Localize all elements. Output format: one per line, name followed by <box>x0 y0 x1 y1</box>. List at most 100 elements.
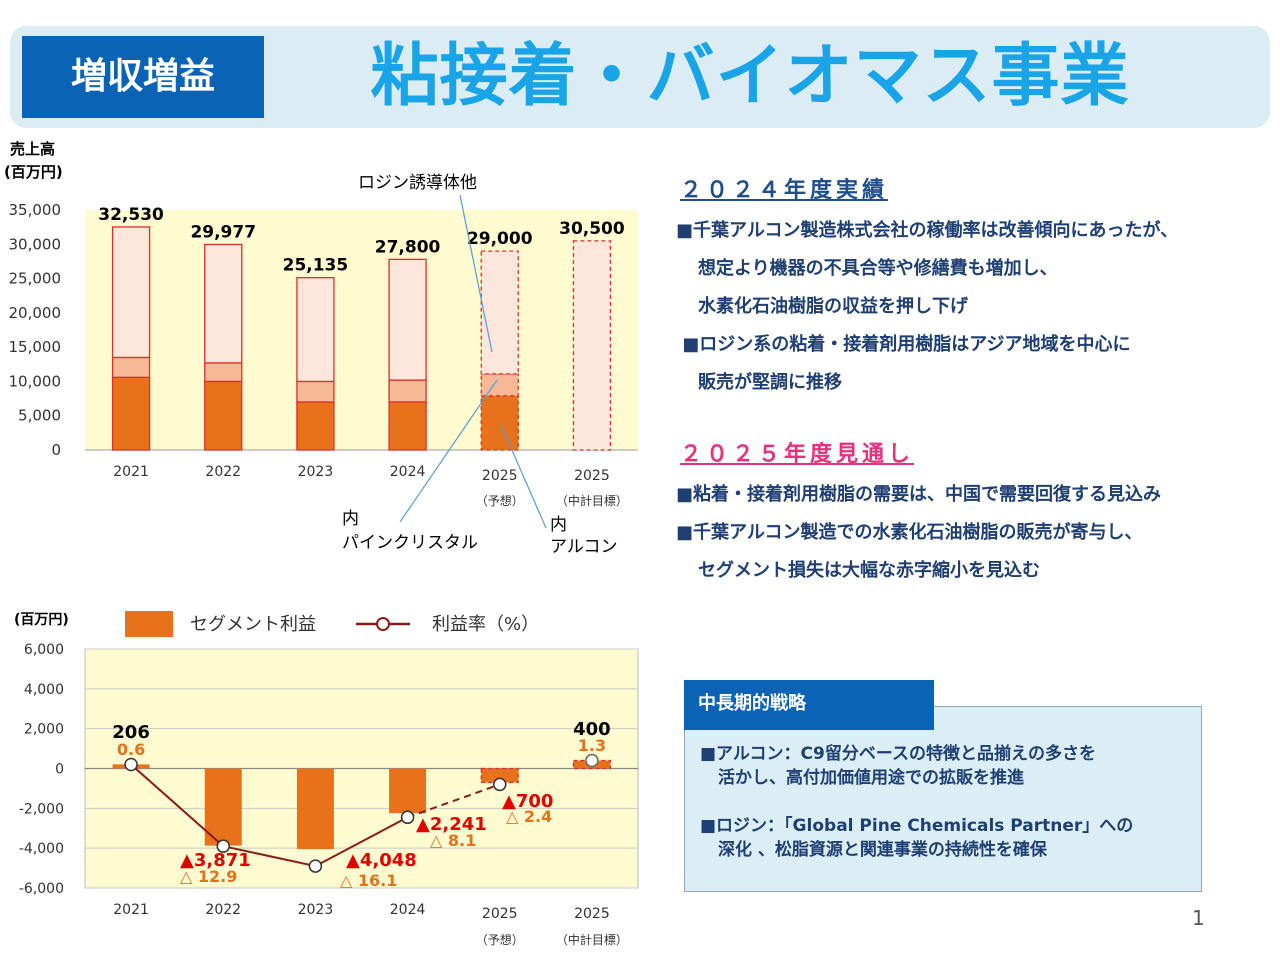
x-tick-label: 2021 <box>113 902 149 918</box>
bar-segment <box>388 379 427 403</box>
profit-bar <box>296 768 334 850</box>
bar-segment <box>204 380 243 451</box>
annotation-pine: パインクリスタル <box>342 533 478 553</box>
y-tick-label: 4,000 <box>24 682 64 698</box>
annotation-pine-prefix: 内 <box>342 509 359 529</box>
bar-segment <box>296 401 335 451</box>
leader-line <box>399 379 498 523</box>
bar-segment <box>480 250 519 375</box>
y-tick-label: -6,000 <box>19 881 64 897</box>
margin-point <box>216 839 230 853</box>
y-tick-label: -2,000 <box>19 801 64 817</box>
y-tick-label: 30,000 <box>9 235 62 253</box>
outlook-line: ■粘着・接着剤用樹脂の需要は、中国で需要回復する見込み <box>676 484 1162 505</box>
profit-label: 400 <box>573 719 611 740</box>
bar-segment <box>111 376 151 451</box>
margin-line <box>130 763 409 868</box>
x-tick-note: （中計目標） <box>556 932 628 947</box>
bar-segment <box>111 226 151 359</box>
x-tick-label: 2024 <box>390 464 426 480</box>
x-tick-label: 2025 <box>482 906 518 922</box>
y-tick-label: 15,000 <box>9 338 62 356</box>
annotation-rosin: ロジン誘導体他 <box>358 173 477 193</box>
x-tick-note: （予想） <box>476 493 524 508</box>
profit-label: ▲3,871 <box>180 850 251 871</box>
strategy-tab: 中長期的戦略 <box>684 680 934 730</box>
x-tick-label: 2021 <box>113 464 149 480</box>
y-tick-label: 6,000 <box>24 642 64 658</box>
y-tick-label: 20,000 <box>9 304 62 322</box>
strategy-line: 活かし、高付加価値用途での拡販を推進 <box>718 768 1024 788</box>
result-line: ■ロジン系の粘着・接着剤用樹脂はアジア地域を中心に <box>676 334 1131 355</box>
margin-label: △ 16.1 <box>340 871 397 890</box>
margin-label: △ 8.1 <box>430 831 476 850</box>
annotation-arakawa-prefix: 内 <box>550 515 567 535</box>
bar-segment <box>480 395 519 451</box>
leader-line <box>459 194 493 353</box>
margin-label: 1.3 <box>578 736 606 755</box>
bar-segment <box>204 362 243 383</box>
y-tick-label: 0 <box>55 762 64 778</box>
profit-bar <box>389 768 427 814</box>
x-tick-label: 2025 <box>574 906 610 922</box>
page-number: 1 <box>1192 906 1205 930</box>
y-axis-label: (百万円) <box>4 163 63 181</box>
result-line: ■千葉アルコン製造株式会社の稼働率は改善傾向にあったが、 <box>676 220 1179 241</box>
bar-total-label: 27,800 <box>375 237 441 257</box>
profit-bar <box>480 767 519 784</box>
outlook-line: ■千葉アルコン製造での水素化石油樹脂の販売が寄与し、 <box>676 522 1143 543</box>
page-title: 粘接着・バイオマス事業 <box>370 37 1130 116</box>
strategy-text: ■アルコン：C9留分ベースの特徴と品揃えの多さを 活かし、高付加価値用途での拡販… <box>700 742 1200 862</box>
profit-label: 206 <box>112 722 150 743</box>
bar-segment <box>388 401 427 451</box>
legend-line-marker <box>376 617 390 631</box>
x-tick-label: 2022 <box>205 902 241 918</box>
x-tick-label: 2022 <box>205 464 241 480</box>
margin-label: △ 12.9 <box>180 867 237 886</box>
margin-point <box>400 810 415 825</box>
x-tick-label: 2023 <box>298 464 334 480</box>
result-line: 想定より機器の不具合等や修繕費も増加し、 <box>698 258 1058 279</box>
bar-total-label: 25,135 <box>283 256 349 276</box>
legend-line-label: 利益率（%） <box>432 614 539 635</box>
margin-point <box>585 753 599 768</box>
x-tick-label: 2025 <box>482 468 518 484</box>
x-tick-label: 2025 <box>574 468 610 484</box>
outlook-line: セグメント損失は大幅な赤字縮小を見込む <box>698 560 1040 581</box>
y-tick-label: 5,000 <box>18 407 61 425</box>
strategy-line: 深化 、松脂資源と関連事業の持続性を確保 <box>718 840 1047 860</box>
bar-total-label: 29,977 <box>190 222 256 242</box>
result-line: 水素化石油樹脂の収益を押し下げ <box>698 296 968 317</box>
bar-segment <box>480 373 519 397</box>
bar-segment <box>111 356 151 378</box>
profit-label: ▲4,048 <box>346 850 417 871</box>
bar-total-label: 29,000 <box>467 229 533 249</box>
bar-total-label: 32,530 <box>98 205 164 225</box>
x-tick-label: 2024 <box>390 902 426 918</box>
strategy-box <box>684 706 1202 892</box>
margin-point <box>493 777 507 792</box>
y-tick-label: 35,000 <box>9 201 62 219</box>
margin-line-forecast <box>407 783 501 819</box>
x-tick-label: 2023 <box>298 902 334 918</box>
result-badge: 増収増益 <box>22 36 264 118</box>
y-tick-label: 0 <box>51 441 61 459</box>
text-panel: ２０２４年度実績 ■千葉アルコン製造株式会社の稼働率は改善傾向にあったが、 想定… <box>676 172 1276 590</box>
y-tick-label: 25,000 <box>9 270 62 288</box>
plot-area <box>85 210 638 450</box>
y-axis-label: 売上高 <box>10 140 55 158</box>
x-tick-note: （予想） <box>476 932 524 947</box>
y-tick-label: 2,000 <box>24 722 64 738</box>
bar-total-label: 30,500 <box>559 219 625 239</box>
profit-bar <box>204 768 242 846</box>
outlook-heading: ２０２５年度見通し <box>680 442 915 467</box>
bar-segment <box>296 380 335 403</box>
legend-bar-label: セグメント利益 <box>190 614 316 635</box>
strategy-line: ■ロジン：「Global Pine Chemicals Partner」への <box>700 816 1134 836</box>
legend-bar-swatch <box>125 611 173 637</box>
leader-line <box>500 424 547 529</box>
margin-point <box>124 757 138 772</box>
margin-label: △ 2.4 <box>506 807 552 826</box>
y-axis-label: (百万円) <box>14 612 69 628</box>
result-line: 販売が堅調に推移 <box>698 372 842 393</box>
